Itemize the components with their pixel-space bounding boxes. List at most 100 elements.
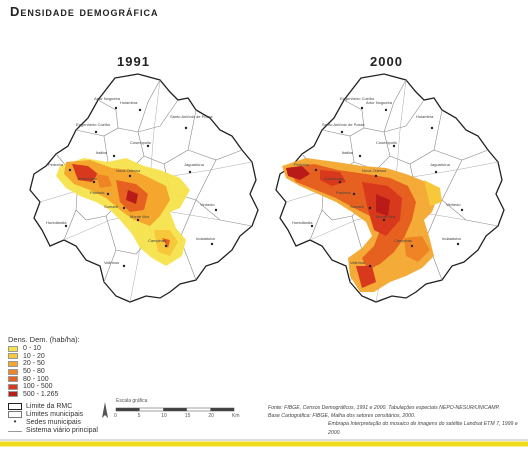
place-label: Valinhos bbox=[350, 260, 366, 265]
place-labels-2000: Engenheiro Coelho Artur Nogueira Holambra S… bbox=[266, 70, 516, 310]
scale-tick: 5 bbox=[137, 413, 141, 419]
place-label: Campinas bbox=[148, 238, 167, 243]
legend-label: Sistema viário principal bbox=[26, 426, 98, 434]
legend-row-road: Sistema viário principal bbox=[8, 426, 98, 434]
density-legend: Dens. Dem. (hab/ha): 0 - 10 10 - 20 20 - 5… bbox=[8, 336, 80, 398]
credit-text: FIBGE, Malha dos setores censitários, 20… bbox=[312, 413, 416, 420]
road-icon bbox=[8, 430, 22, 433]
place-label: Engenheiro Coelho bbox=[340, 96, 375, 101]
place-label: Monte Mor bbox=[130, 214, 150, 219]
credit-basemap: Base Cartográfica: FIBGE, Malha dos seto… bbox=[268, 412, 524, 420]
place-label: Holambra bbox=[416, 114, 434, 119]
place-label: Cosmópolis bbox=[130, 140, 151, 145]
map-year-2000: 2000 bbox=[370, 54, 403, 69]
municipal-boundary-icon bbox=[8, 410, 22, 418]
legend-class-label: 0 - 10 bbox=[23, 345, 41, 353]
place-label: Hortolândia bbox=[46, 220, 67, 225]
legend-row-rmc: Limite da RMC bbox=[8, 402, 98, 410]
place-label: Campinas bbox=[394, 238, 413, 243]
legend-row-municipal: Limites municipais bbox=[8, 410, 98, 418]
density-patches bbox=[56, 158, 190, 266]
municipal-seats bbox=[310, 106, 464, 268]
page-title: Densidade demográfica bbox=[10, 4, 159, 19]
place-label: Paulínia bbox=[336, 190, 351, 195]
legend-swatch bbox=[8, 368, 18, 375]
legend-swatch bbox=[8, 376, 18, 383]
density-patches bbox=[282, 158, 442, 292]
legend-class-label: 100 - 500 bbox=[23, 383, 53, 391]
place-label: Hortolândia bbox=[292, 220, 313, 225]
legend-swatch bbox=[8, 353, 18, 360]
place-label: Indaiatuba bbox=[442, 236, 461, 241]
credit-key: Base Cartográfica: bbox=[268, 413, 311, 420]
place-label: Santo Antônio de Posse bbox=[170, 114, 213, 119]
place-label: Paulínia bbox=[90, 190, 105, 195]
legend-class-label: 50 - 80 bbox=[23, 368, 45, 376]
legend-row-seat: • Sedes municipais bbox=[8, 418, 98, 426]
legend-swatch bbox=[8, 360, 18, 367]
place-label: Nova Odessa bbox=[362, 168, 387, 173]
place-label: Itatiba bbox=[96, 150, 107, 155]
legend-swatch bbox=[8, 383, 18, 390]
place-label: Artur Nogueira bbox=[366, 100, 393, 105]
place-label: Itatiba bbox=[342, 150, 353, 155]
municipal-seat-icon: • bbox=[13, 417, 17, 426]
scale-bar: Escala gráfica 0 5 10 15 20 Km bbox=[96, 396, 266, 428]
legend-class-label: 10 - 20 bbox=[23, 352, 45, 360]
legend-label: Sedes municipais bbox=[26, 418, 81, 426]
map-year-1991: 1991 bbox=[117, 54, 150, 69]
legend-swatch bbox=[8, 391, 18, 398]
place-label: Vinhedo bbox=[446, 202, 461, 207]
credit-key: Fonte: bbox=[268, 405, 283, 411]
place-label: Santo Antônio de Posse bbox=[322, 122, 365, 127]
footer-bar bbox=[0, 432, 528, 448]
place-label: Americana bbox=[324, 176, 344, 181]
density-map-2000 bbox=[275, 73, 505, 303]
scale-tick: 0 bbox=[114, 413, 117, 419]
place-label: Jaguariúna bbox=[184, 162, 204, 167]
legend-class-row: 0 - 10 bbox=[8, 345, 80, 353]
credits: Fonte: FIBGE, Censos Demográficos, 1991 … bbox=[268, 404, 524, 437]
legend-class-row: 10 - 20 bbox=[8, 353, 80, 361]
legend-class-label: 80 - 100 bbox=[23, 375, 49, 383]
place-label: Cosmópolis bbox=[376, 140, 397, 145]
place-labels-1991: Artur Nogueira Holambra Santo Antônio de P… bbox=[20, 70, 270, 310]
density-map-1991 bbox=[29, 73, 259, 303]
legend-class-row: 80 - 100 bbox=[8, 375, 80, 383]
place-label: Nova Odessa bbox=[116, 168, 141, 173]
credit-text: FIBGE, Censos Demográficos, 1991 e 2000.… bbox=[284, 405, 500, 411]
credit-text: Embrapa Interpretação do mosaico de imag… bbox=[328, 421, 518, 436]
legend-class-row: 50 - 80 bbox=[8, 368, 80, 376]
credit-source: Fonte: FIBGE, Censos Demográficos, 1991 … bbox=[268, 404, 524, 412]
legend-class-label: 500 - 1.265 bbox=[23, 390, 59, 398]
legend-label: Limite da RMC bbox=[26, 402, 73, 410]
scale-label: Escala gráfica bbox=[116, 398, 148, 404]
place-label: Artur Nogueira bbox=[94, 96, 121, 101]
place-label: Pedreira bbox=[48, 162, 64, 167]
credit-imagery: Embrapa Interpretação do mosaico de imag… bbox=[268, 420, 524, 436]
legend-class-row: 20 - 50 bbox=[8, 360, 80, 368]
legend-swatch bbox=[8, 345, 18, 352]
scale-tick: Km bbox=[232, 413, 240, 419]
place-label: Jaguariúna bbox=[430, 162, 450, 167]
scale-tick: 20 bbox=[208, 413, 214, 419]
scale-tick: 10 bbox=[161, 413, 167, 419]
place-label: Sumaré bbox=[350, 204, 365, 209]
place-label: Holambra bbox=[120, 100, 138, 105]
legend-class-row: 500 - 1.265 bbox=[8, 391, 80, 399]
place-label: Sumaré bbox=[104, 204, 119, 209]
legend-label: Limites municipais bbox=[26, 410, 84, 418]
symbol-legend: Limite da RMC Limites municipais • Sedes … bbox=[8, 402, 98, 434]
place-label: Engenheiro Coelho bbox=[76, 122, 111, 127]
scale-tick: 15 bbox=[184, 413, 191, 419]
place-label: Americana bbox=[78, 176, 98, 181]
municipal-seats bbox=[64, 106, 218, 268]
legend-class-row: 100 - 500 bbox=[8, 383, 80, 391]
place-label: Pedreira bbox=[294, 162, 310, 167]
place-label: Indaiatuba bbox=[196, 236, 215, 241]
place-label: Vinhedo bbox=[200, 202, 215, 207]
legend-title: Dens. Dem. (hab/ha): bbox=[8, 335, 80, 344]
legend-class-label: 20 - 50 bbox=[23, 360, 45, 368]
north-arrow-icon bbox=[102, 402, 235, 418]
rmc-boundary-icon bbox=[8, 402, 22, 410]
